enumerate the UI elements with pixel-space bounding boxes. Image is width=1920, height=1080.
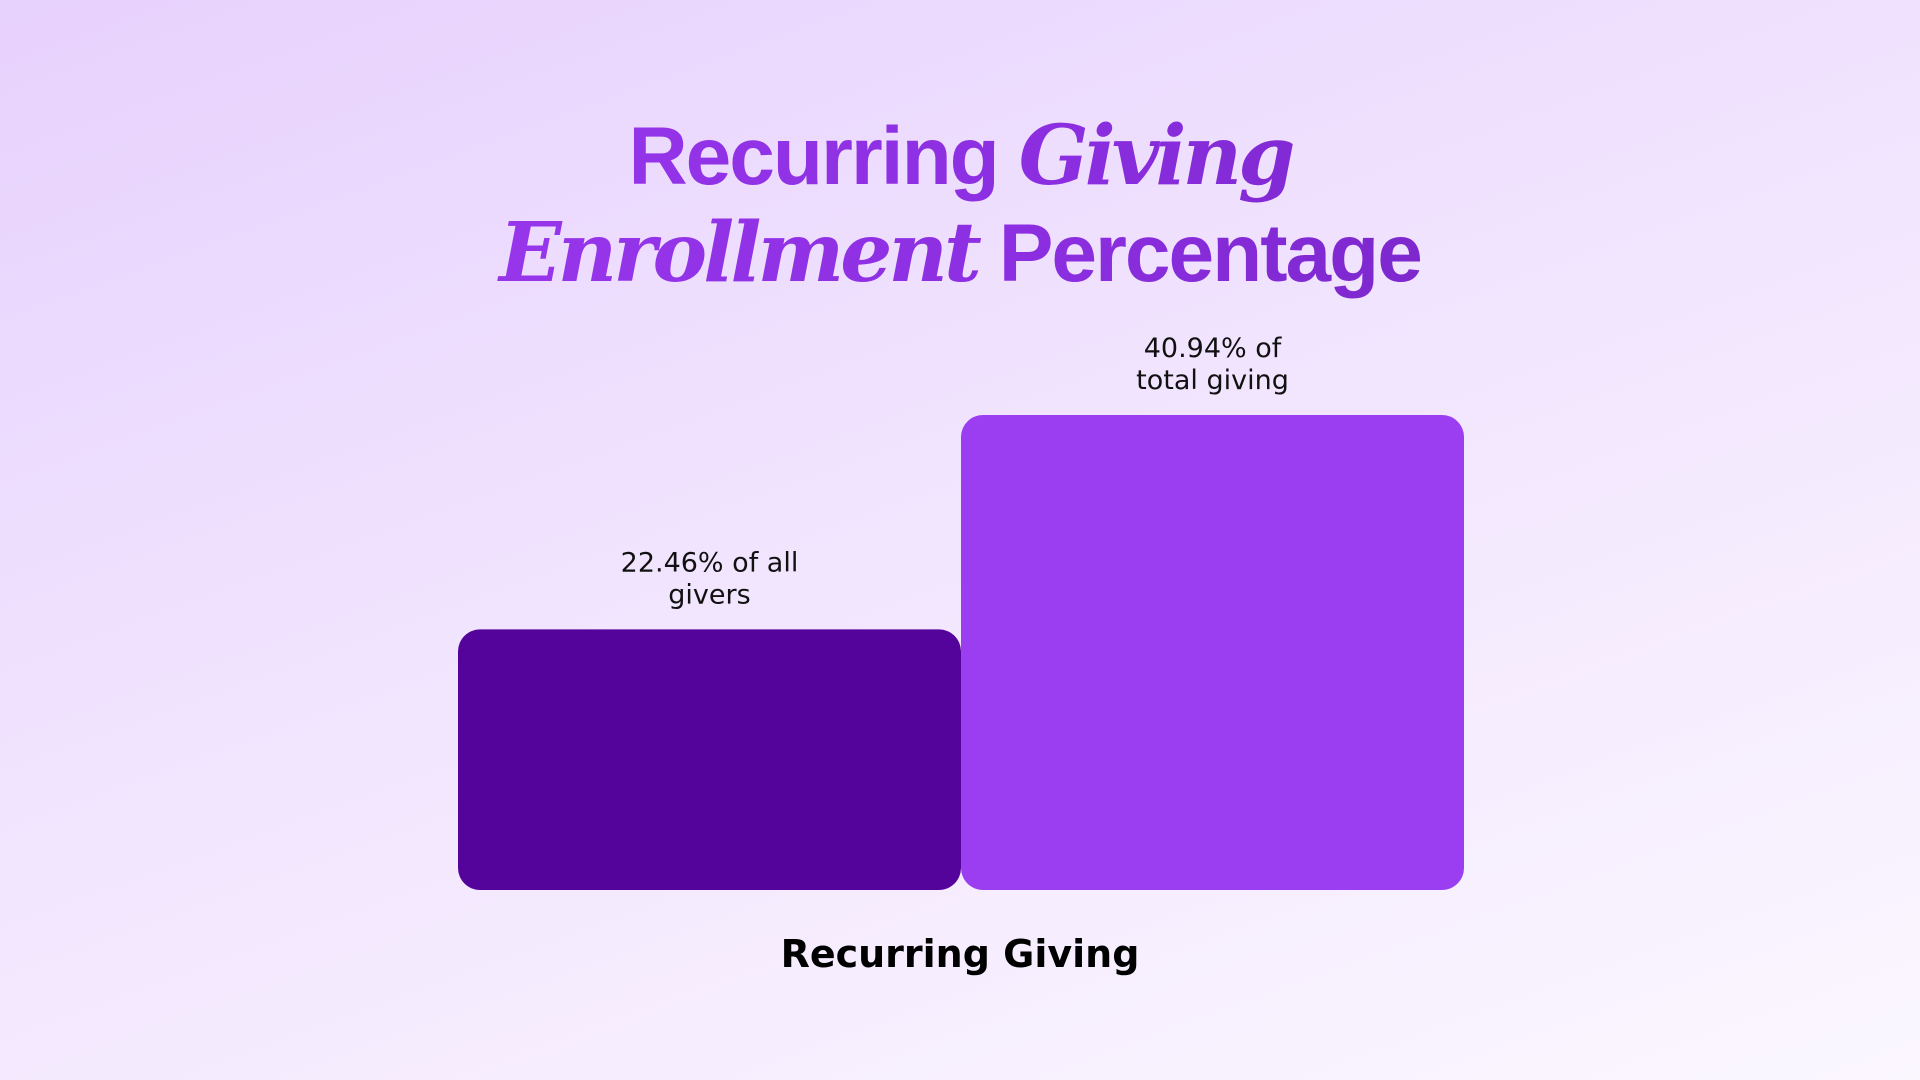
bar-1-label-line-2: givers (668, 579, 750, 610)
bars-group (458, 415, 1464, 890)
bar-2 (961, 415, 1464, 890)
bar-1-label: 22.46% of all givers (621, 547, 799, 610)
x-axis-label: Recurring Giving (781, 932, 1140, 976)
bar-2-label-line-2: total giving (1136, 365, 1289, 396)
bar-2-label: 40.94% of total giving (1136, 333, 1289, 396)
bar-1 (458, 629, 961, 890)
bar-1-label-line-1: 22.46% of all (621, 547, 799, 578)
data-labels-group: 22.46% of all givers 40.94% of total giving (621, 333, 1289, 610)
bar-2-label-line-1: 40.94% of (1144, 333, 1283, 364)
